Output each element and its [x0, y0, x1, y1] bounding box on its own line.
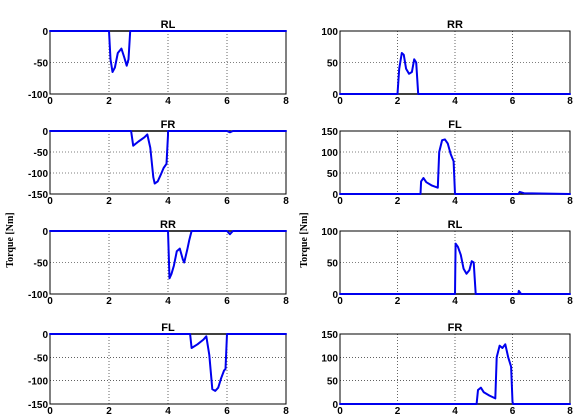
y-tick-label: 0: [42, 227, 48, 238]
x-tick-label: 4: [452, 406, 458, 416]
subplot-1: 0 2 4 6 8 -100 -50 0 RL: [28, 19, 289, 107]
x-tick-label: 4: [452, 296, 458, 307]
x-tick-label: 0: [47, 196, 53, 207]
x-tick-label: 2: [106, 296, 112, 307]
plot-area: [339, 333, 571, 405]
y-tick-label: 50: [327, 169, 339, 180]
x-tick-label: 6: [510, 296, 516, 307]
x-tick-label: 4: [165, 196, 171, 207]
x-tick-label: 8: [567, 296, 573, 307]
x-tick-label: 2: [395, 196, 401, 207]
subplot-7: 0 2 4 6 8 -150 -100 -50 0 FL: [28, 322, 289, 416]
x-tick-label: 6: [224, 196, 230, 207]
y-tick-label: -50: [34, 353, 49, 364]
x-tick-label: 6: [224, 96, 230, 107]
subplot-5: 0 2 4 6 8 -100 -50 0 RR: [28, 219, 289, 307]
series-line: [339, 52, 571, 95]
x-tick-label: 4: [165, 96, 171, 107]
y-tick-label: 0: [332, 190, 338, 201]
x-tick-label: 0: [47, 406, 53, 416]
y-tick-label: -50: [34, 59, 49, 70]
y-tick-label: -100: [28, 169, 48, 180]
y-tick-label: 0: [42, 27, 48, 38]
y-tick-label: 0: [332, 400, 338, 411]
y-tick-label: 100: [321, 227, 338, 238]
x-tick-label: 8: [567, 406, 573, 416]
y-tick-label: 150: [321, 127, 338, 138]
y-tick-label: -150: [28, 190, 48, 201]
x-tick-label: 0: [47, 296, 53, 307]
y-tick-label: 50: [327, 59, 339, 70]
x-tick-label: 2: [395, 96, 401, 107]
subplot-title: RL: [448, 219, 463, 231]
x-tick-label: 8: [283, 406, 289, 416]
subplot-title: RL: [161, 19, 176, 31]
subplot-title: FR: [448, 322, 463, 334]
x-tick-label: 6: [510, 96, 516, 107]
y-tick-label: 150: [321, 330, 338, 341]
y-tick-label: -100: [28, 290, 48, 301]
x-tick-label: 6: [510, 196, 516, 207]
y-axis-label-2: Torque [Nm]: [299, 212, 310, 267]
x-tick-label: 6: [510, 406, 516, 416]
series-line: [49, 230, 287, 280]
plot-area: [49, 333, 287, 405]
subplot-2: 0 2 4 6 8 0 50 100 RR: [321, 19, 573, 107]
subplot-8: 0 2 4 6 8 0 50 100 150 FR: [321, 322, 573, 416]
x-tick-label: 0: [337, 196, 343, 207]
subplot-title: FR: [161, 119, 176, 131]
y-tick-label: 50: [327, 259, 339, 270]
y-tick-label: -50: [34, 148, 49, 159]
x-tick-label: 0: [337, 296, 343, 307]
y-tick-label: 100: [321, 353, 338, 364]
x-tick-label: 8: [283, 96, 289, 107]
subplot-title: FL: [161, 322, 175, 334]
x-tick-label: 2: [106, 96, 112, 107]
x-tick-label: 4: [452, 96, 458, 107]
x-tick-label: 0: [337, 96, 343, 107]
x-tick-label: 8: [283, 196, 289, 207]
x-tick-label: 2: [106, 406, 112, 416]
y-tick-label: 100: [321, 27, 338, 38]
subplot-6: 0 2 4 6 8 0 50 100 RL: [321, 219, 573, 307]
x-tick-label: 0: [47, 96, 53, 107]
y-tick-label: 0: [332, 90, 338, 101]
x-tick-label: 6: [224, 296, 230, 307]
x-tick-label: 6: [224, 406, 230, 416]
x-tick-label: 8: [567, 96, 573, 107]
x-tick-label: 2: [395, 296, 401, 307]
subplot-4: 0 2 4 6 8 0 50 100 150 FL: [321, 119, 573, 207]
series-line: [339, 242, 571, 295]
x-tick-label: 4: [452, 196, 458, 207]
y-tick-label: -100: [28, 90, 48, 101]
x-tick-label: 4: [165, 406, 171, 416]
y-tick-label: 0: [42, 127, 48, 138]
y-tick-label: 50: [327, 377, 339, 388]
series-line: [49, 333, 287, 392]
x-tick-label: 2: [106, 196, 112, 207]
series-line: [49, 130, 287, 185]
series-line: [339, 343, 571, 405]
x-tick-label: 2: [395, 406, 401, 416]
x-tick-label: 8: [567, 196, 573, 207]
subplot-3: 0 2 4 6 8 -150 -100 -50 0 FR: [28, 119, 289, 207]
series-line: [49, 30, 287, 73]
y-axis-label-1: Torque [Nm]: [5, 212, 16, 267]
x-tick-label: 4: [165, 296, 171, 307]
series-line: [339, 138, 571, 195]
x-tick-label: 0: [337, 406, 343, 416]
subplot-title: RR: [447, 19, 463, 31]
y-tick-label: -50: [34, 259, 49, 270]
y-tick-label: -100: [28, 377, 48, 388]
subplot-title: RR: [160, 219, 176, 231]
subplot-title: FL: [448, 119, 462, 131]
y-tick-label: 0: [332, 290, 338, 301]
x-tick-label: 8: [283, 296, 289, 307]
y-tick-label: 0: [42, 330, 48, 341]
y-tick-label: 100: [321, 148, 338, 159]
y-tick-label: -150: [28, 400, 48, 411]
